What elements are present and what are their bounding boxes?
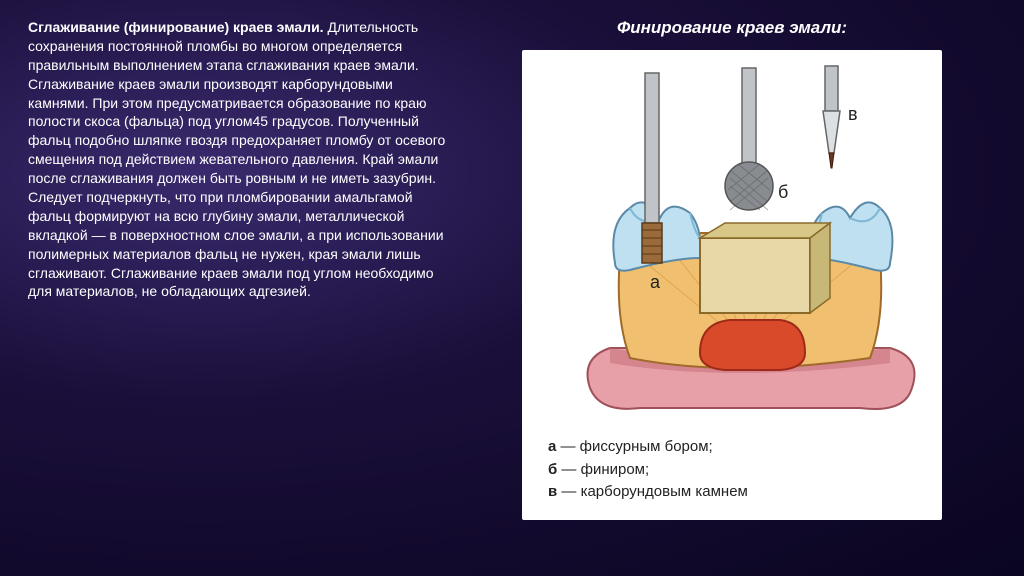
diagram-svg: а б в (530, 58, 950, 428)
cavity-side (810, 223, 830, 313)
paragraph-body: Длительность сохранения постоянной пломб… (28, 19, 445, 299)
legend-key-b: б (548, 461, 557, 478)
tool-c-carborundum (823, 66, 840, 168)
legend-text-a: — фиссурным бором; (556, 438, 712, 455)
legend-row-b: б — финиром; (548, 459, 916, 482)
tool-b-finir (725, 68, 773, 210)
legend-row-a: а — фиссурным бором; (548, 436, 916, 459)
slide-root: Сглаживание (финирование) краев эмали. Д… (0, 0, 1024, 576)
label-b: б (778, 182, 788, 202)
text-column: Сглаживание (финирование) краев эмали. Д… (28, 18, 468, 558)
label-c: в (848, 104, 858, 124)
diagram: а б в (530, 58, 934, 428)
legend-key-c: в (548, 483, 557, 500)
cavity-top (700, 223, 830, 238)
legend-text-b: — финиром; (557, 461, 649, 478)
figure-title: Финирование краев эмали: (617, 18, 847, 38)
cavity-front (700, 238, 810, 313)
legend-text-c: — карборундовым камнем (557, 483, 748, 500)
legend-row-c: в — карборундовым камнем (548, 481, 916, 504)
figure-column: Финирование краев эмали: (468, 18, 996, 558)
body-paragraph: Сглаживание (финирование) краев эмали. Д… (28, 18, 456, 301)
pulp-chamber (700, 320, 805, 370)
legend: а — фиссурным бором; б — финиром; в — ка… (530, 428, 934, 504)
paragraph-heading: Сглаживание (финирование) краев эмали. (28, 19, 324, 35)
tool-a-fissure-bur (642, 73, 662, 263)
label-a: а (650, 272, 661, 292)
figure-container: а б в а — фиссурным бором; б — финиром; … (522, 50, 942, 520)
